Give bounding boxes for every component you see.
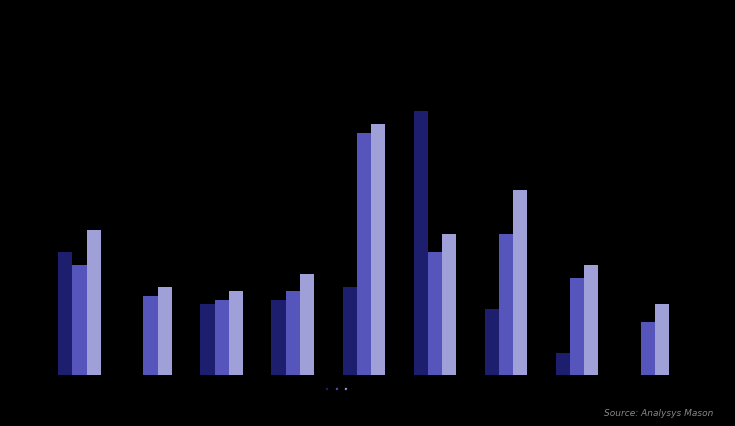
Bar — [356, 134, 371, 375]
Bar — [87, 230, 101, 375]
Bar — [428, 252, 442, 375]
Bar — [556, 353, 570, 375]
Bar — [570, 279, 584, 375]
Bar — [143, 296, 158, 375]
Bar — [271, 300, 286, 375]
Bar — [484, 309, 499, 375]
Bar — [414, 112, 428, 375]
Bar — [229, 292, 243, 375]
Bar — [499, 235, 513, 375]
Bar — [371, 125, 385, 375]
Bar — [158, 287, 172, 375]
Bar — [201, 305, 215, 375]
Bar — [300, 274, 314, 375]
Bar — [513, 191, 527, 375]
Text: Source: Analysys Mason: Source: Analysys Mason — [603, 409, 713, 417]
Bar — [343, 287, 356, 375]
Legend: 2018, 2020, 2021: 2018, 2020, 2021 — [326, 388, 350, 389]
Bar — [286, 292, 300, 375]
Bar — [655, 305, 670, 375]
Bar — [73, 265, 87, 375]
Bar — [641, 322, 655, 375]
Bar — [215, 300, 229, 375]
Bar — [584, 265, 598, 375]
Bar — [58, 252, 73, 375]
Bar — [442, 235, 456, 375]
